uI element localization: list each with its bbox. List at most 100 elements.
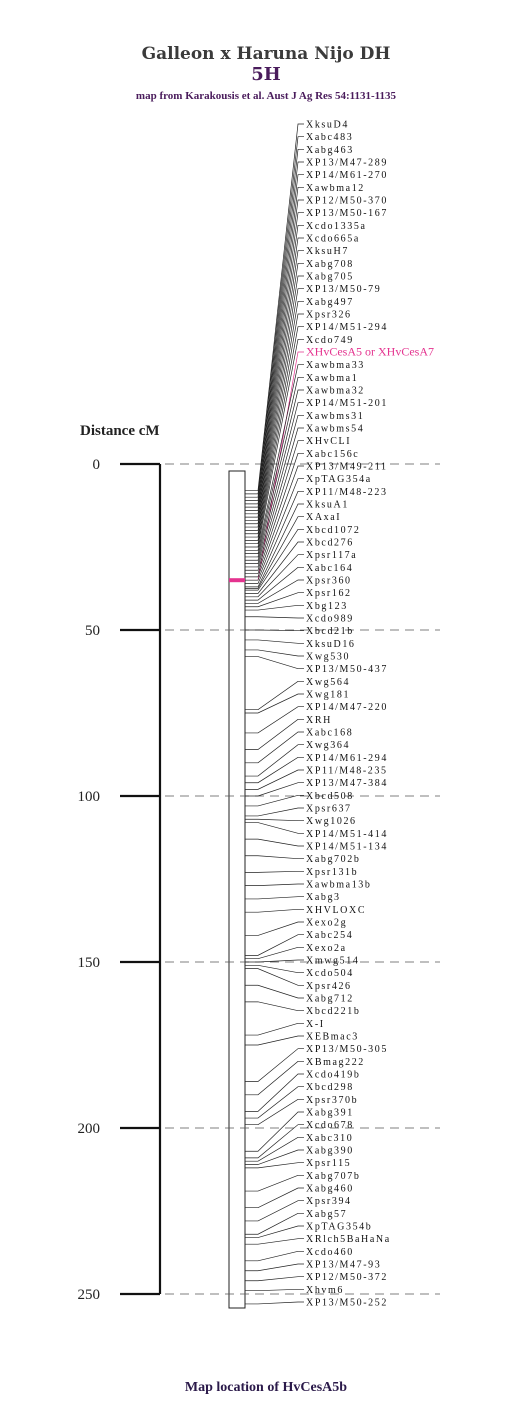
marker-connector xyxy=(245,376,304,554)
marker-connector xyxy=(245,592,304,608)
marker-label: Xabc164 xyxy=(306,563,353,574)
marker-label: Xabc483 xyxy=(306,132,353,143)
marker-label: Xawbma33 xyxy=(306,360,365,371)
marker-label: XEBmac3 xyxy=(306,1032,359,1043)
marker-connector xyxy=(245,440,304,571)
marker-connector xyxy=(245,262,304,528)
marker-label: Xawbma1 xyxy=(306,373,358,384)
marker-connector xyxy=(245,934,304,956)
marker-label: Xwg1026 xyxy=(306,816,357,827)
marker-connector xyxy=(245,807,304,817)
marker-label: Xwg364 xyxy=(306,740,350,751)
marker-connector xyxy=(245,908,304,913)
marker-label: XRlch5BaHaNa xyxy=(306,1234,391,1245)
marker-label: Xhvm6 xyxy=(306,1285,344,1296)
marker-label: Xabg391 xyxy=(306,1108,354,1119)
marker-connector xyxy=(245,870,304,873)
highlighted-marker-label: XHvCesA5 or XHvCesA7 xyxy=(306,345,434,359)
marker-label: Xawbms54 xyxy=(306,424,364,435)
marker-connector xyxy=(245,490,304,584)
marker-connector xyxy=(245,718,304,750)
marker-connector xyxy=(245,1288,304,1292)
marker-label: Xpsr426 xyxy=(306,981,352,992)
marker-label: Xabg705 xyxy=(306,272,354,283)
marker-connector xyxy=(245,706,304,734)
marker-label: Xwg530 xyxy=(306,652,350,663)
marker-connector xyxy=(245,1187,304,1209)
axis-tick-label: 250 xyxy=(78,1287,101,1303)
marker-connector xyxy=(245,693,304,714)
highlight-mark xyxy=(229,578,245,583)
marker-label: Xpsr115 xyxy=(306,1158,351,1169)
marker-label: Xpsr326 xyxy=(306,310,352,321)
marker-label: XP12/M50-370 xyxy=(306,196,388,207)
marker-connector xyxy=(245,136,304,495)
marker-connector xyxy=(245,968,304,986)
marker-connector xyxy=(245,1001,304,1012)
marker-label: XP13/M50-79 xyxy=(306,284,381,295)
marker-label: XHvCLI xyxy=(306,436,351,447)
marker-connector xyxy=(245,649,304,657)
marker-label: Xabc156c xyxy=(306,449,359,460)
chromosome-label: 5H xyxy=(251,64,281,85)
marker-connector xyxy=(245,656,304,670)
marker-connector xyxy=(245,300,304,538)
marker-connector xyxy=(245,769,304,790)
marker-label: Xbcd298 xyxy=(306,1082,354,1093)
marker-label: XP14/M47-220 xyxy=(306,702,388,713)
marker-connector xyxy=(245,616,304,619)
marker-label: Xpsr131b xyxy=(306,867,358,878)
marker-connector xyxy=(245,921,304,936)
marker-label: Xpsr637 xyxy=(306,804,352,815)
marker-connector xyxy=(245,199,304,511)
marker-label: Xabg497 xyxy=(306,297,354,308)
marker-connector xyxy=(245,1060,304,1096)
marker-label: Xpsr370b xyxy=(306,1095,358,1106)
marker-label: Xabg712 xyxy=(306,994,354,1005)
marker-connector xyxy=(245,427,304,568)
marker-connector xyxy=(245,1048,304,1082)
marker-connector xyxy=(245,1022,304,1036)
marker-label: XP13/M50-437 xyxy=(306,664,388,675)
marker-label: Xpsr360 xyxy=(306,576,352,587)
marker-connector xyxy=(245,364,304,551)
marker-connector xyxy=(245,554,304,598)
marker-connector xyxy=(245,579,304,604)
marker-connector xyxy=(245,288,304,535)
marker-label: Xwg564 xyxy=(306,677,350,688)
axis-tick-label: 150 xyxy=(78,955,101,971)
marker-connector xyxy=(245,756,304,784)
marker-connector xyxy=(245,984,304,999)
marker-connector xyxy=(245,946,304,960)
marker-label: Xabg708 xyxy=(306,259,354,270)
marker-label: XP13/M49-211 xyxy=(306,462,388,473)
marker-label: XP11/M48-235 xyxy=(306,766,388,777)
marker-connector xyxy=(245,123,304,491)
marker-connector xyxy=(245,389,304,558)
marker-label: Xpsr394 xyxy=(306,1196,352,1207)
marker-label: Xabg390 xyxy=(306,1146,354,1157)
marker-label: Xabg57 xyxy=(306,1209,347,1220)
marker-label: Xawbms31 xyxy=(306,411,364,422)
marker-connector xyxy=(245,1225,304,1238)
marker-label: Xcdo678 xyxy=(306,1120,354,1131)
marker-label: Xabg460 xyxy=(306,1184,354,1195)
marker-connector xyxy=(245,680,304,711)
marker-label: XP11/M48-223 xyxy=(306,487,388,498)
axis-tick-label: 0 xyxy=(93,457,101,473)
marker-connector xyxy=(245,629,304,632)
marker-connector xyxy=(245,1212,304,1235)
marker-connector xyxy=(245,478,304,581)
marker-connector xyxy=(245,402,304,561)
marker-label: Xcdo504 xyxy=(306,968,354,979)
marker-connector xyxy=(245,959,304,963)
marker-connector xyxy=(245,1301,304,1305)
marker-label: XP14/M51-414 xyxy=(306,829,388,840)
marker-label: Xcdo460 xyxy=(306,1247,354,1258)
marker-connector xyxy=(245,1174,304,1192)
marker-connector xyxy=(245,1238,304,1245)
marker-connector xyxy=(245,1124,304,1159)
marker-connector xyxy=(245,452,304,574)
marker-connector xyxy=(245,782,304,797)
marker-label: XpTAG354a xyxy=(306,474,372,485)
